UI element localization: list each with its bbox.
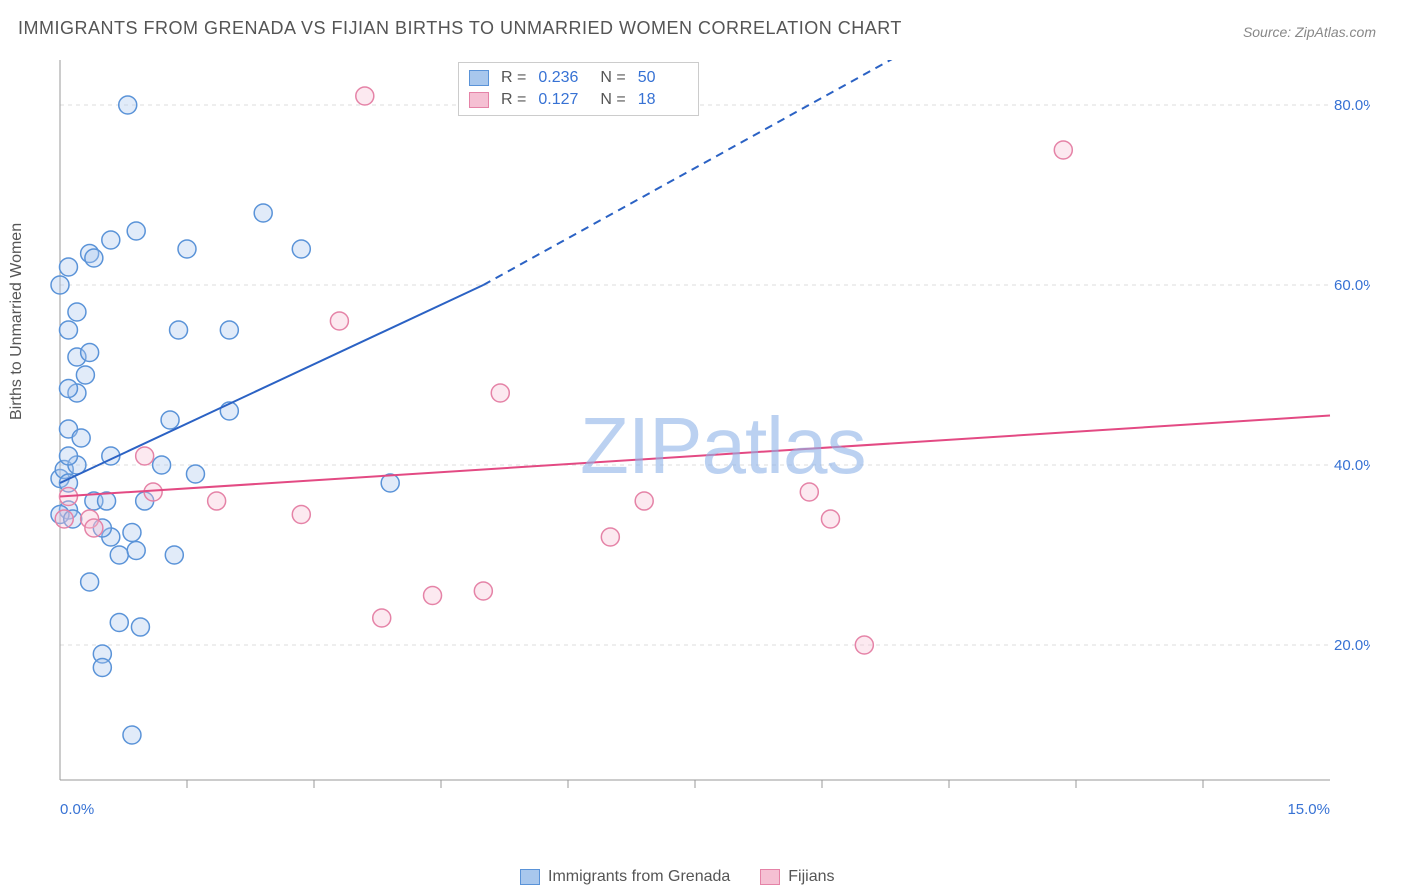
source-label: Source: ZipAtlas.com	[1243, 24, 1376, 40]
svg-text:80.0%: 80.0%	[1334, 97, 1370, 114]
n-label: N =	[600, 91, 625, 109]
legend-label: Fijians	[788, 868, 834, 886]
r-value: 0.236	[538, 69, 588, 87]
scatter-plot: 20.0% 40.0% 60.0% 80.0% 0.0% 15.0%	[50, 60, 1370, 820]
svg-text:40.0%: 40.0%	[1334, 457, 1370, 474]
series-legend: Immigrants from Grenada Fijians	[520, 868, 835, 886]
svg-text:20.0%: 20.0%	[1334, 637, 1370, 654]
n-value: 18	[638, 91, 688, 109]
svg-text:60.0%: 60.0%	[1334, 277, 1370, 294]
r-value: 0.127	[538, 91, 588, 109]
n-value: 50	[638, 69, 688, 87]
legend-swatch	[760, 869, 780, 885]
stats-legend-row: R = 0.236 N = 50	[469, 67, 688, 89]
legend-swatch	[469, 70, 489, 86]
r-label: R =	[501, 91, 526, 109]
legend-label: Immigrants from Grenada	[548, 868, 730, 886]
n-label: N =	[600, 69, 625, 87]
svg-text:0.0%: 0.0%	[60, 801, 94, 818]
stats-legend-row: R = 0.127 N = 18	[469, 89, 688, 111]
r-label: R =	[501, 69, 526, 87]
legend-swatch	[469, 92, 489, 108]
legend-item: Fijians	[760, 868, 834, 886]
chart-title: IMMIGRANTS FROM GRENADA VS FIJIAN BIRTHS…	[18, 18, 902, 39]
legend-swatch	[520, 869, 540, 885]
y-axis-label: Births to Unmarried Women	[8, 223, 26, 420]
chart-container: IMMIGRANTS FROM GRENADA VS FIJIAN BIRTHS…	[0, 0, 1406, 892]
svg-text:15.0%: 15.0%	[1287, 801, 1330, 818]
legend-item: Immigrants from Grenada	[520, 868, 730, 886]
chart-area: 20.0% 40.0% 60.0% 80.0% 0.0% 15.0%	[50, 60, 1370, 820]
correlation-stats-legend: R = 0.236 N = 50 R = 0.127 N = 18	[458, 62, 699, 116]
